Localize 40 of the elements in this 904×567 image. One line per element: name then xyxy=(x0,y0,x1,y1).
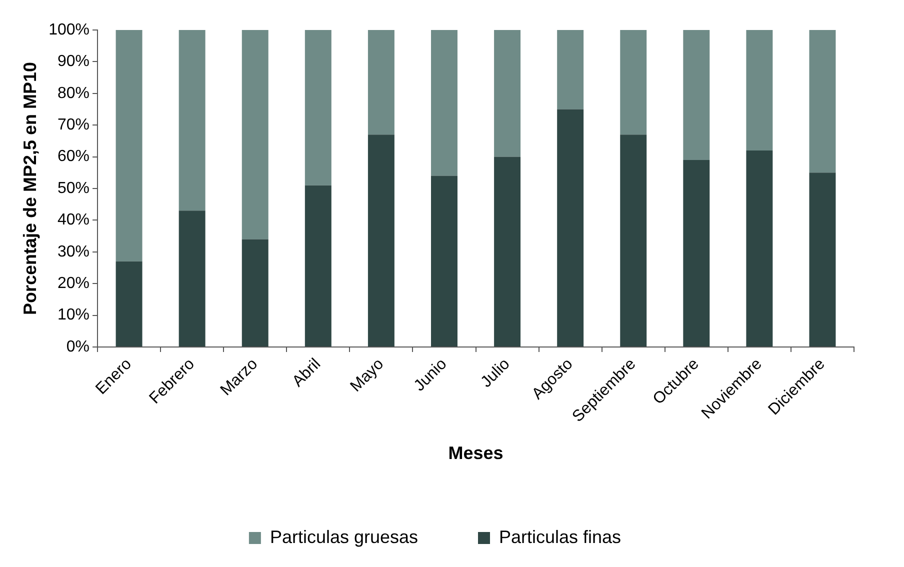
y-tick-label: 100% xyxy=(48,21,90,38)
bar xyxy=(431,30,458,176)
y-tick-label: 60% xyxy=(57,148,90,166)
bar xyxy=(746,150,773,346)
bar xyxy=(431,176,458,346)
bar xyxy=(809,30,836,173)
y-tick-label: 70% xyxy=(57,116,90,134)
bar xyxy=(116,30,142,262)
legend-label: Particulas gruesas xyxy=(270,526,418,547)
bar xyxy=(620,30,647,135)
bar xyxy=(304,30,332,186)
y-tick-label: 90% xyxy=(57,53,90,70)
bar xyxy=(494,156,521,346)
bar xyxy=(809,172,836,346)
bar xyxy=(683,160,710,346)
y-tick-label: 80% xyxy=(57,84,90,102)
y-tick-label: 30% xyxy=(57,243,90,260)
bar xyxy=(368,134,394,346)
bar xyxy=(494,30,521,157)
legend-label: Particulas finas xyxy=(499,526,622,547)
bar xyxy=(620,134,647,346)
bar xyxy=(746,30,773,150)
y-tick-label: 40% xyxy=(57,212,90,229)
bar xyxy=(178,210,206,346)
bar xyxy=(557,109,584,346)
x-tick-label: Julio xyxy=(478,356,514,391)
bar xyxy=(242,30,268,240)
x-axis-title: Meses xyxy=(448,443,504,464)
y-axis-title: Porcentaje de MP2,5 en MP10 xyxy=(20,62,40,316)
y-tick-label: 0% xyxy=(66,338,90,356)
y-tick-label: 20% xyxy=(57,274,90,292)
bar xyxy=(178,30,206,211)
bar xyxy=(116,261,142,346)
bar xyxy=(304,185,332,346)
y-tick-label: 50% xyxy=(57,180,90,197)
bar xyxy=(368,30,394,135)
y-tick-label: 10% xyxy=(57,306,90,324)
bar xyxy=(242,239,268,346)
bar xyxy=(557,30,584,110)
bar xyxy=(683,30,710,160)
